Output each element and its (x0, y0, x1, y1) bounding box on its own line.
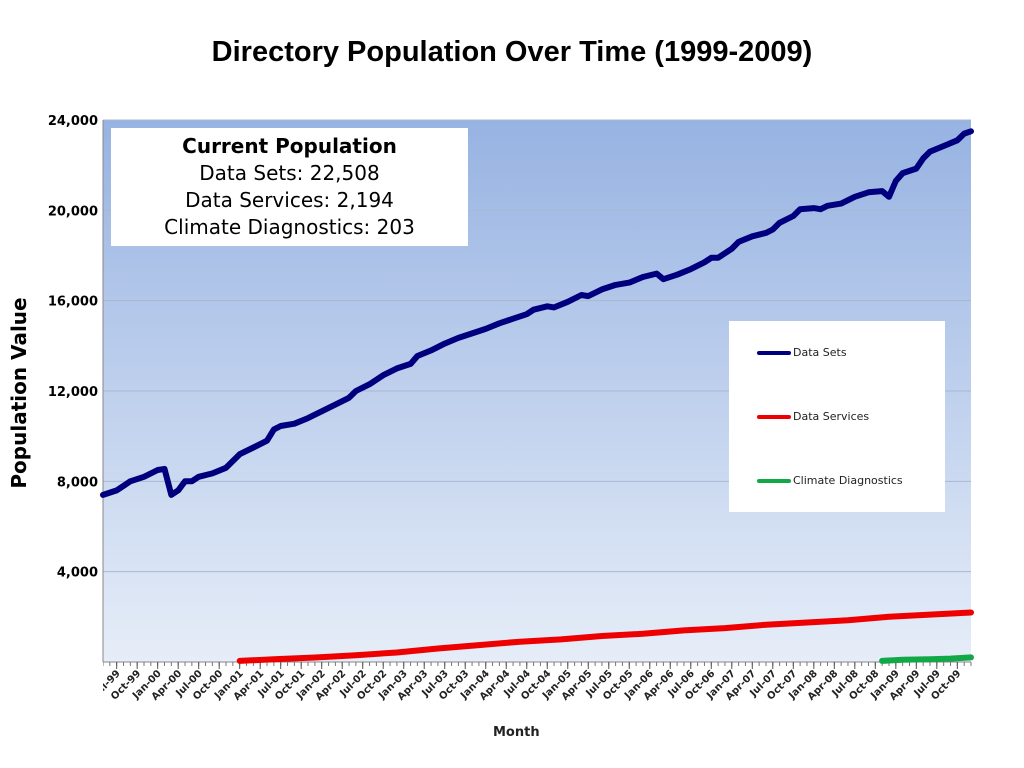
series-line-data-services (236, 609, 974, 664)
x-axis-ticks: Apr-99Jul-99Oct-99Jan-00Apr-00Jul-00Oct-… (68, 662, 972, 703)
legend-swatch-climate-diagnostics (757, 479, 791, 483)
chart-title: Directory Population Over Time (1999-200… (211, 36, 813, 68)
legend-swatch-data-sets (757, 351, 791, 355)
y-axis-ticks: 4,000 8,000 12,000 16,000 20,000 24,000 (48, 114, 98, 581)
x-tick-label: Apr-99 (68, 668, 103, 703)
data-services-count: Data Services: 2,194 (185, 188, 394, 212)
y-axis-title: Population Value (7, 297, 31, 489)
legend-label-data-services: Data Services (793, 410, 870, 423)
series-lines (100, 128, 974, 664)
legend-label-climate-diagnostics: Climate Diagnostics (793, 474, 903, 487)
y-tick-label: 24,000 (48, 114, 98, 129)
current-population-heading: Current Population (182, 134, 397, 158)
y-tick-label: 12,000 (48, 385, 98, 400)
y-tick-label: 8,000 (57, 475, 98, 490)
data-sets-count: Data Sets: 22,508 (199, 161, 380, 185)
y-tick-label: 16,000 (48, 295, 98, 310)
chart-legend: Data Sets Data Services Climate Diagnost… (729, 321, 945, 512)
legend-label-data-sets: Data Sets (793, 346, 847, 359)
y-tick-label: 20,000 (48, 204, 98, 219)
current-population-box: Current Population Data Sets: 22,508 Dat… (111, 128, 468, 246)
y-tick-label: 4,000 (57, 566, 98, 581)
legend-item-climate-diagnostics: Climate Diagnostics (757, 474, 903, 488)
legend-item-data-services: Data Services (757, 410, 869, 424)
legend-item-data-sets: Data Sets (757, 346, 847, 360)
legend-swatch-data-services (757, 415, 791, 419)
series-line-climate-diagnostics (879, 654, 974, 664)
series-line-data-sets (100, 128, 974, 498)
climate-diagnostics-count: Climate Diagnostics: 203 (164, 215, 415, 239)
x-axis-title: Month (493, 725, 540, 740)
